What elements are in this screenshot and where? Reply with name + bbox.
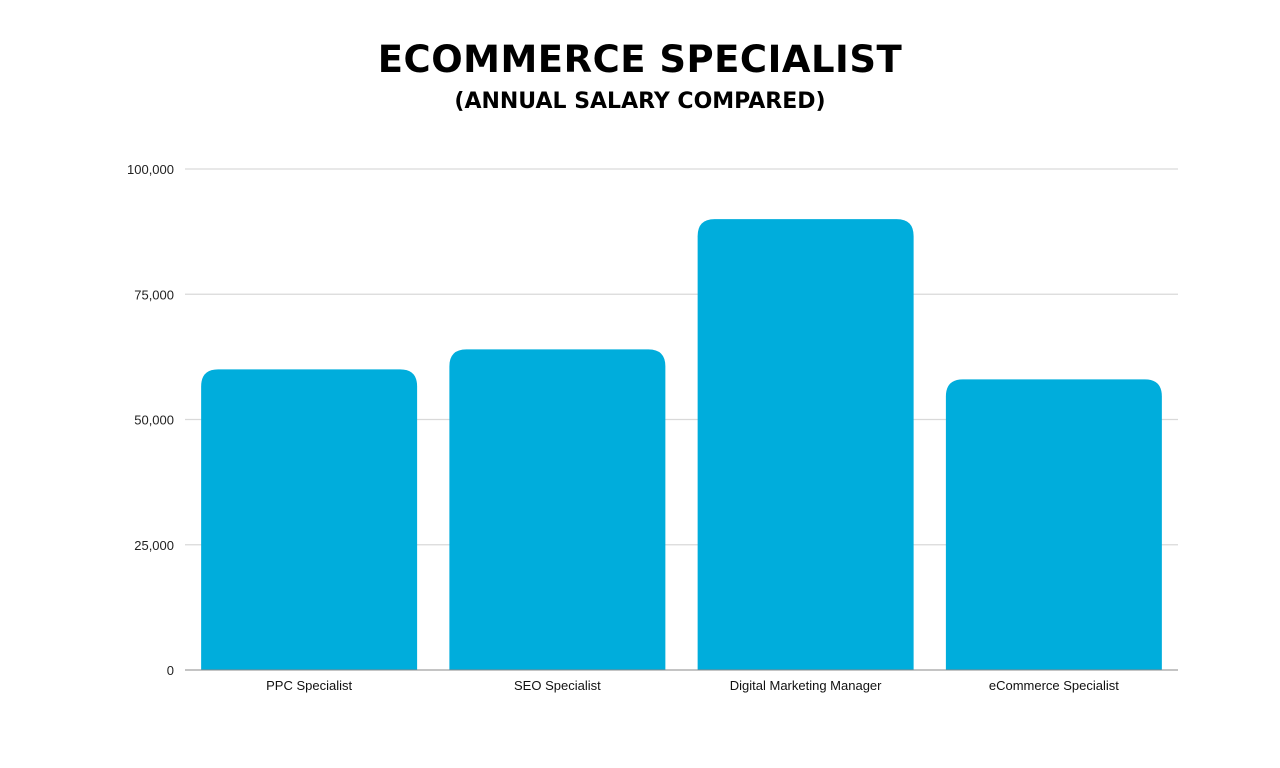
bar (201, 369, 418, 670)
x-category-label: Digital Marketing Manager (730, 678, 882, 693)
x-category-label: PPC Specialist (266, 678, 352, 693)
chart-title: ECOMMERCE SPECIALIST (377, 38, 903, 81)
y-tick-label: 100,000 (127, 162, 174, 177)
y-tick-label: 75,000 (134, 287, 174, 302)
x-category-label: SEO Specialist (514, 678, 601, 693)
chart-subtitle: (ANNUAL SALARY COMPARED) (454, 89, 826, 114)
bar (449, 349, 666, 670)
y-tick-label: 25,000 (134, 538, 174, 553)
bar (697, 219, 914, 670)
bar (945, 379, 1162, 670)
y-tick-label: 0 (167, 663, 174, 678)
x-category-label: eCommerce Specialist (989, 678, 1119, 693)
y-tick-label: 50,000 (134, 413, 174, 428)
